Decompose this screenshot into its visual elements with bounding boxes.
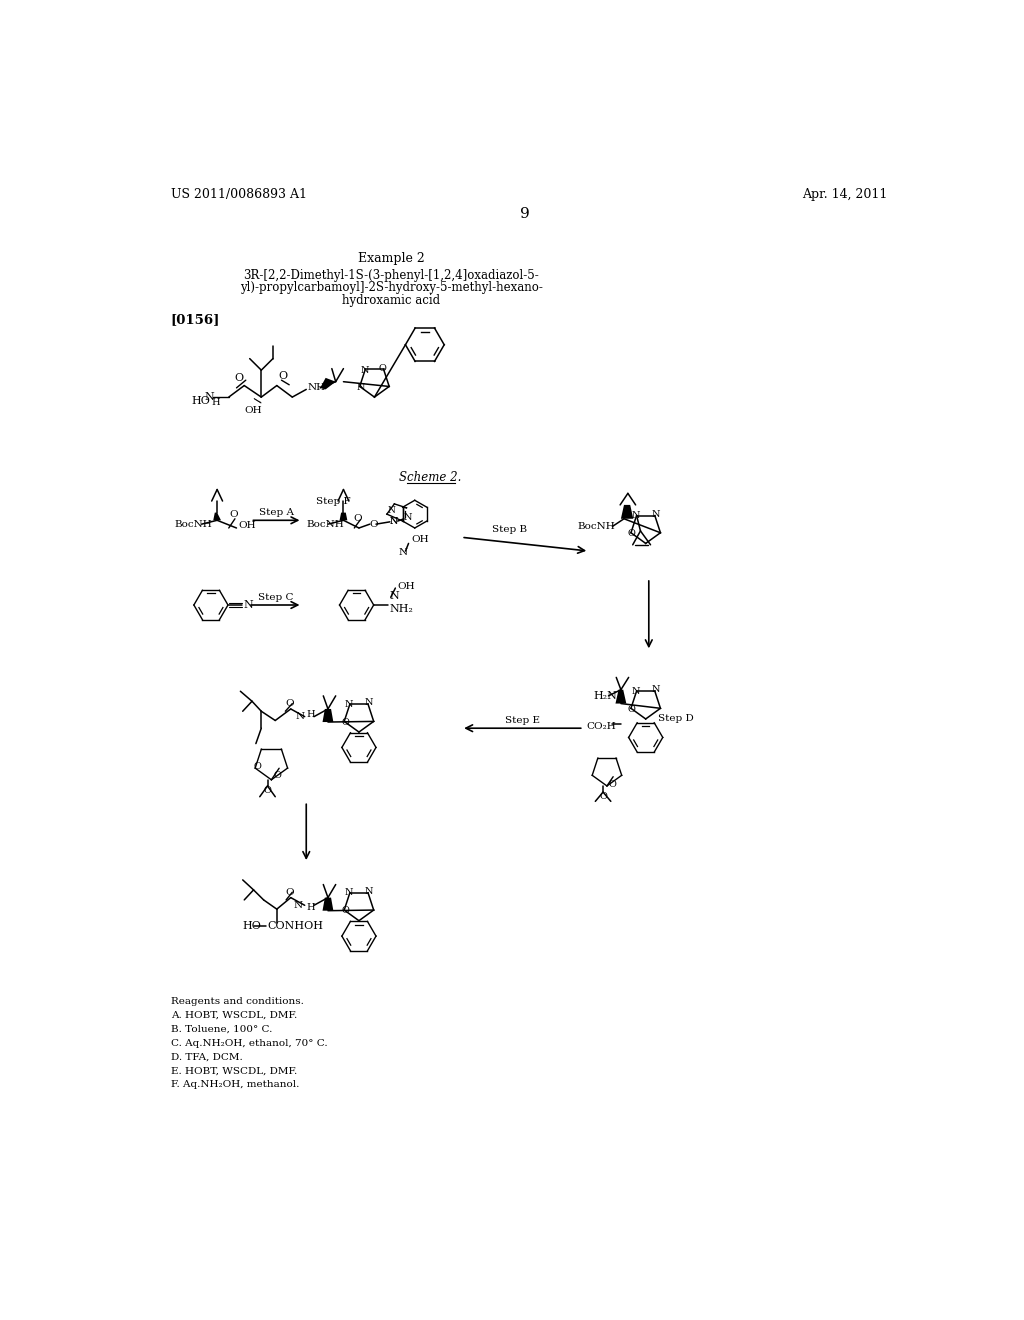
Polygon shape — [323, 709, 334, 722]
Text: O: O — [285, 700, 294, 708]
Text: N: N — [360, 366, 369, 375]
Text: Step F: Step F — [315, 496, 350, 506]
Text: O: O — [628, 705, 636, 714]
Text: O: O — [378, 364, 386, 374]
Text: O: O — [279, 371, 288, 381]
Text: Step B: Step B — [493, 525, 527, 535]
Text: BocNH: BocNH — [578, 521, 615, 531]
Text: N: N — [345, 888, 353, 898]
Text: N: N — [390, 517, 397, 527]
Text: Step C: Step C — [257, 593, 293, 602]
Text: O: O — [285, 888, 294, 896]
Text: 3R-[2,2-Dimethyl-1S-(3-phenyl-[1,2,4]oxadiazol-5-: 3R-[2,2-Dimethyl-1S-(3-phenyl-[1,2,4]oxa… — [244, 269, 540, 282]
Text: N: N — [389, 591, 399, 601]
Text: N: N — [294, 900, 303, 909]
Text: O: O — [234, 372, 244, 383]
Text: O: O — [229, 511, 238, 519]
Text: O: O — [341, 907, 349, 915]
Text: N: N — [651, 685, 659, 694]
Text: A. HOBT, WSCDL, DMF.: A. HOBT, WSCDL, DMF. — [171, 1011, 297, 1020]
Text: NH: NH — [308, 383, 326, 392]
Text: O: O — [263, 787, 271, 795]
Text: O: O — [273, 771, 282, 780]
Text: C. Aq.NH₂OH, ethanol, 70° C.: C. Aq.NH₂OH, ethanol, 70° C. — [171, 1039, 328, 1048]
Text: O: O — [628, 529, 636, 539]
Text: OH: OH — [397, 582, 415, 591]
Text: O: O — [341, 718, 349, 727]
Text: O: O — [353, 515, 361, 523]
Text: Step A: Step A — [259, 508, 294, 517]
Text: yl)-propylcarbamoyl]-2S-hydroxy-5-methyl-hexano-: yl)-propylcarbamoyl]-2S-hydroxy-5-methyl… — [240, 281, 543, 294]
Text: Step D: Step D — [658, 714, 694, 723]
Text: US 2011/0086893 A1: US 2011/0086893 A1 — [171, 187, 306, 201]
Text: Step E: Step E — [505, 715, 540, 725]
Polygon shape — [340, 512, 347, 520]
Text: NH₂: NH₂ — [389, 603, 413, 614]
Text: OH: OH — [245, 407, 262, 416]
Text: hydroxamic acid: hydroxamic acid — [342, 293, 440, 306]
Text: O: O — [254, 762, 261, 771]
Text: Apr. 14, 2011: Apr. 14, 2011 — [802, 187, 888, 201]
Text: B. Toluene, 100° C.: B. Toluene, 100° C. — [171, 1024, 272, 1034]
Text: N: N — [296, 713, 304, 721]
Text: Scheme 2.: Scheme 2. — [399, 471, 462, 484]
Text: 9: 9 — [520, 207, 529, 220]
Polygon shape — [213, 512, 221, 520]
Text: CONHOH: CONHOH — [267, 921, 324, 931]
Text: N: N — [356, 383, 365, 392]
Polygon shape — [321, 378, 336, 389]
Text: H: H — [306, 903, 314, 912]
Text: Reagents and conditions.: Reagents and conditions. — [171, 997, 303, 1006]
Text: N: N — [365, 887, 373, 896]
Text: N: N — [205, 392, 214, 403]
Text: N: N — [403, 512, 413, 521]
Text: [0156]: [0156] — [171, 314, 220, 326]
Text: H₂N: H₂N — [593, 690, 616, 701]
Text: N: N — [244, 601, 253, 610]
Text: F. Aq.NH₂OH, methanol.: F. Aq.NH₂OH, methanol. — [171, 1080, 299, 1089]
Polygon shape — [621, 506, 633, 519]
Text: OH: OH — [411, 535, 428, 544]
Text: BocNH: BocNH — [306, 520, 344, 528]
Text: O: O — [599, 792, 607, 801]
Polygon shape — [615, 689, 627, 704]
Text: N: N — [345, 700, 353, 709]
Text: Example 2: Example 2 — [358, 252, 425, 265]
Text: N: N — [390, 517, 398, 527]
Polygon shape — [323, 898, 334, 911]
Text: N: N — [365, 698, 373, 708]
Text: O: O — [608, 780, 616, 789]
Text: HO: HO — [191, 396, 210, 407]
Text: N: N — [387, 506, 395, 515]
Text: N: N — [632, 511, 640, 520]
Text: OH: OH — [238, 521, 256, 531]
Text: HO: HO — [243, 921, 261, 931]
Text: H: H — [211, 399, 220, 407]
Text: D. TFA, DCM.: D. TFA, DCM. — [171, 1052, 243, 1061]
Text: BocNH: BocNH — [174, 520, 212, 528]
Text: E. HOBT, WSCDL, DMF.: E. HOBT, WSCDL, DMF. — [171, 1067, 297, 1076]
Text: O: O — [370, 520, 379, 528]
Text: N: N — [632, 686, 640, 696]
Text: CO₂H: CO₂H — [587, 722, 616, 731]
Text: N: N — [651, 510, 659, 519]
Text: H: H — [306, 710, 314, 719]
Text: N: N — [398, 548, 408, 557]
